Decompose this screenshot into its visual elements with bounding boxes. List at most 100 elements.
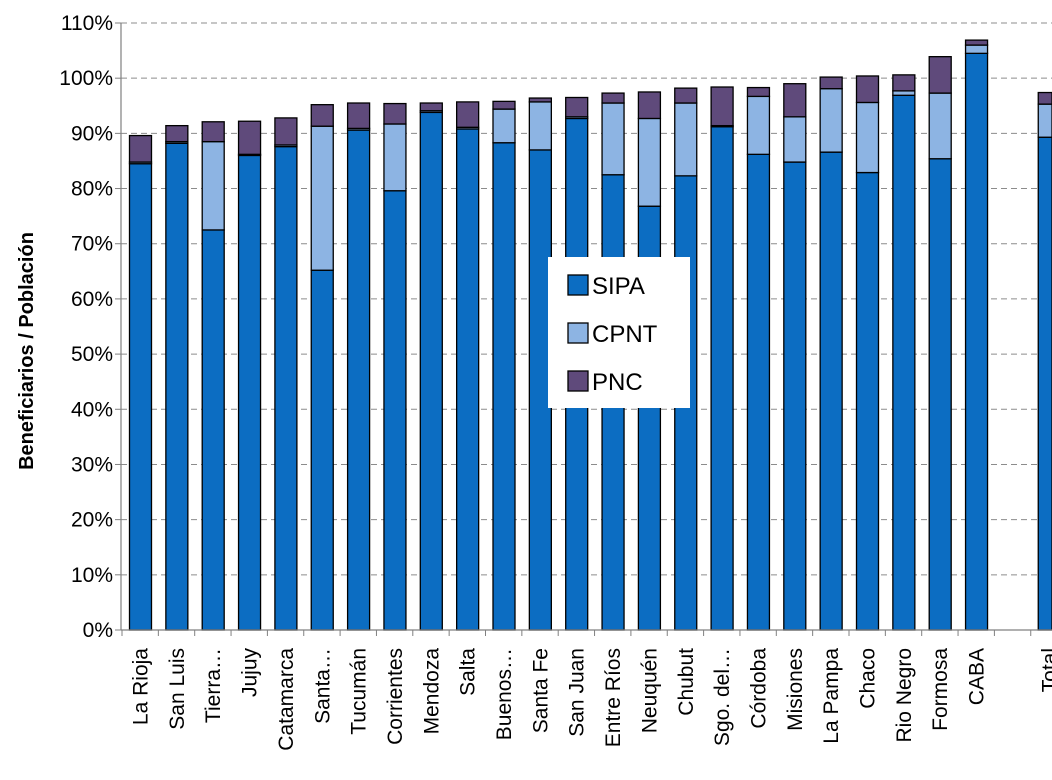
bar-sipa <box>1037 136 1052 631</box>
bar-sipa <box>201 229 225 631</box>
bar-pnc <box>274 117 298 146</box>
y-tick-label: 40% <box>71 398 113 421</box>
bar-pnc <box>710 86 734 127</box>
y-tick-label: 80% <box>71 178 113 201</box>
bar-pnc <box>674 87 698 104</box>
x-tick-label: San Luis <box>166 648 189 730</box>
bar-cpnt <box>310 125 334 271</box>
bar-cpnt <box>928 92 952 160</box>
x-tick-label: Córdoba <box>747 648 770 729</box>
bar-cpnt <box>746 95 771 155</box>
bar-sipa <box>128 163 153 631</box>
bar-pnc <box>165 124 189 143</box>
bar-pnc <box>346 102 371 130</box>
legend-swatch-cpnt <box>567 322 589 344</box>
x-tick-label: Formosa <box>929 648 952 731</box>
y-tick-label: 100% <box>59 67 113 90</box>
x-tick-label: San Juan <box>566 648 589 737</box>
x-tick-label: Entre Ríos <box>602 648 625 747</box>
bar-sipa <box>819 151 843 631</box>
bar-sipa <box>346 129 371 631</box>
bar-cpnt <box>528 101 552 151</box>
bar-pnc <box>855 75 880 104</box>
bar-sipa <box>455 128 480 631</box>
x-tick-labels: La Rioja San Luis Tierra… Jujuy Catamarca San… <box>130 648 1052 751</box>
bar-cpnt <box>492 108 516 144</box>
x-tick-label: Rio Negro <box>893 648 916 743</box>
y-axis-label: Beneficiarios / Población <box>16 232 38 470</box>
axes <box>115 22 1052 636</box>
x-tick-label: Catamarca <box>275 648 298 751</box>
bar-pnc <box>455 101 480 128</box>
x-tick-label: CABA <box>966 648 989 705</box>
bar-pnc <box>928 56 952 94</box>
legend-swatch-pnc <box>567 370 589 392</box>
legend: SIPA CPNT PNC <box>548 257 690 408</box>
bar-pnc <box>528 97 552 103</box>
legend-label-pnc: PNC <box>592 369 643 396</box>
y-tick-label: 30% <box>71 453 113 476</box>
bar-pnc <box>237 120 262 155</box>
bar-cpnt <box>964 44 989 54</box>
bar-pnc <box>1037 91 1052 105</box>
bar-cpnt <box>201 140 225 231</box>
legend-label-sipa: SIPA <box>592 273 645 300</box>
legend-label-cpnt: CPNT <box>592 321 658 348</box>
x-tick-label: La Pampa <box>820 648 843 744</box>
bar-pnc <box>892 74 916 92</box>
bar-sipa <box>964 52 989 631</box>
bar-pnc <box>310 104 334 127</box>
y-tick-label: 20% <box>71 509 113 532</box>
y-tick-label: 70% <box>71 233 113 256</box>
bar-cpnt <box>383 123 407 192</box>
x-tick-label: Sgo. del… <box>711 648 734 746</box>
y-tick-labels: 0% 10% 20% 30% 40% 50% 60% 70% 80% 90% 100% 110% <box>59 12 113 642</box>
bar-pnc <box>419 102 443 112</box>
x-tick-label: Chubut <box>675 648 698 716</box>
bar-sipa <box>928 158 952 631</box>
x-tick-label: Salta <box>457 648 480 696</box>
x-tick-label: Santa Fe <box>529 648 552 733</box>
bar-sipa <box>165 142 189 631</box>
bar-pnc <box>637 91 662 120</box>
bar-sipa <box>855 171 880 631</box>
x-tick-label: Jujuy <box>239 648 262 698</box>
x-tick-label: Misiones <box>784 648 807 731</box>
bar-sipa <box>492 142 516 631</box>
bar-sipa <box>892 94 916 631</box>
x-tick-label: Neuquén <box>638 648 661 733</box>
y-tick-label: 50% <box>71 343 113 366</box>
bar-pnc <box>746 86 771 98</box>
bar-sipa <box>383 190 407 631</box>
bar-pnc <box>601 92 625 104</box>
bars <box>128 39 1052 631</box>
bar-cpnt <box>855 101 880 174</box>
bar-sipa <box>310 269 334 631</box>
bar-cpnt <box>1037 103 1052 138</box>
bar-cpnt <box>892 90 916 96</box>
x-tick-label: Tierra… <box>202 648 225 723</box>
x-tick-label: Tucumán <box>348 648 371 735</box>
bar-pnc <box>383 102 407 125</box>
y-tick-label: 110% <box>61 12 113 35</box>
legend-swatch-sipa <box>567 274 589 296</box>
y-tick-label: 0% <box>83 619 113 642</box>
bar-cpnt <box>783 116 807 163</box>
bar-pnc <box>201 121 225 143</box>
bar-sipa <box>237 154 262 631</box>
bar-cpnt <box>637 117 662 207</box>
bar-pnc <box>492 100 516 110</box>
bar-pnc <box>819 76 843 90</box>
bar-sipa <box>274 145 298 631</box>
bar-pnc <box>964 39 989 46</box>
bar-sipa <box>746 153 771 631</box>
bar-sipa <box>419 111 443 631</box>
x-tick-label: Chaco <box>857 648 880 709</box>
bar-pnc <box>565 96 589 118</box>
x-tick-label: La Rioja <box>130 648 153 725</box>
bar-sipa <box>783 161 807 631</box>
y-tick-label: 60% <box>71 288 113 311</box>
x-tick-label: Mendoza <box>420 648 443 735</box>
bar-cpnt <box>819 88 843 153</box>
bar-sipa <box>710 126 734 631</box>
